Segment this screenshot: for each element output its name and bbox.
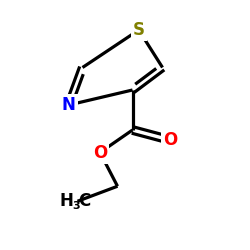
Text: N: N (62, 96, 76, 114)
Text: H: H (59, 192, 73, 210)
Text: O: O (93, 144, 107, 162)
Text: S: S (133, 21, 145, 39)
Text: C: C (78, 192, 90, 210)
Text: O: O (163, 131, 177, 149)
Text: 3: 3 (72, 201, 80, 211)
